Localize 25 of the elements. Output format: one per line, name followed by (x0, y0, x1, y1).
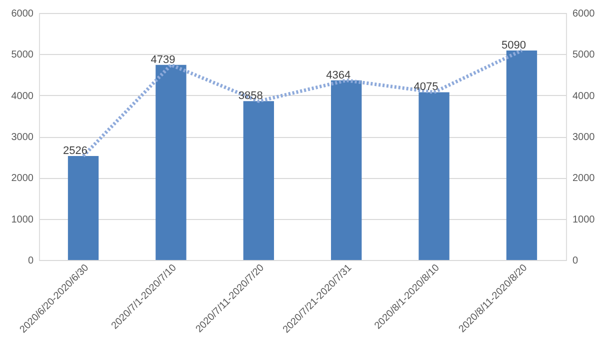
y2-tick-label: 0 (572, 256, 578, 266)
bar (243, 101, 274, 260)
y-tick-label: 0 (28, 256, 34, 266)
bar (68, 156, 99, 260)
bar (506, 50, 538, 260)
y2-tick-label: 1000 (572, 214, 596, 226)
bar (331, 80, 362, 260)
y-tick-label: 4000 (11, 90, 34, 102)
y-tick-label: 1000 (11, 214, 34, 226)
y-tick-label: 6000 (11, 8, 34, 20)
y2-tick-label: 6000 (572, 8, 596, 20)
y-tick-label: 3000 (11, 132, 34, 143)
y-tick-label: 2000 (11, 173, 34, 184)
bar (418, 92, 450, 260)
data-label: 4075 (414, 81, 438, 94)
bar (156, 64, 186, 260)
data-label: 2526 (63, 145, 88, 158)
y2-tick-label: 2000 (572, 173, 596, 184)
y2-tick-label: 4000 (572, 90, 596, 102)
y-tick-label: 5000 (11, 50, 34, 61)
data-label: 4364 (326, 69, 351, 82)
y2-tick-label: 3000 (572, 132, 596, 143)
data-label: 5090 (501, 39, 526, 52)
data-label: 4739 (150, 54, 176, 66)
y2-tick-label: 5000 (572, 50, 596, 61)
